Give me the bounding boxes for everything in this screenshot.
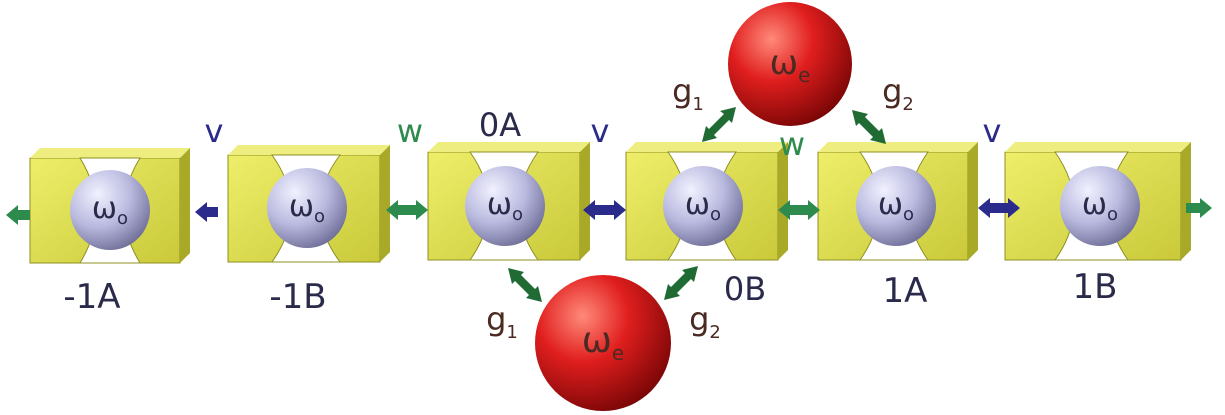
cavity-label: 1A: [883, 271, 928, 311]
mode-label: ωo: [289, 189, 325, 227]
coupling-label-v: v: [205, 112, 224, 150]
mode-label: ωo: [1082, 187, 1118, 225]
emitter-top: ωe g1 g2: [672, 2, 914, 144]
cavity-unit: ωo -1A: [29, 148, 190, 317]
mode-sphere: [663, 166, 743, 246]
coupling-label-g1: g1: [672, 72, 704, 115]
coupling-label-g2: g2: [689, 300, 721, 343]
cavity-unit: ωo -1B: [227, 145, 390, 317]
coupling-arrow-g2: [664, 266, 698, 300]
coupling-label-g1: g1: [486, 300, 518, 343]
coupling-arrow-g1: [702, 107, 736, 142]
mode-sphere: [856, 166, 936, 246]
cavity-unit: ωo 1B: [1004, 142, 1191, 307]
edge-arrow-left: [6, 205, 30, 225]
coupling-arrow-v: [978, 198, 1020, 218]
emitter-bottom: ωe g1 g2: [486, 266, 721, 411]
coupling-label-w: w: [779, 125, 805, 163]
cavity-label: -1A: [63, 277, 120, 317]
cavity-label: 0A: [479, 106, 521, 144]
mode-sphere: [465, 166, 545, 246]
cavity-label: -1B: [269, 277, 326, 317]
coupling-arrow-v: [583, 200, 626, 220]
mode-label: ωo: [685, 187, 721, 225]
coupling-arrow-w: [386, 200, 428, 220]
cavity-unit: ωo 1A: [817, 142, 978, 311]
coupling-arrow-w: [778, 200, 820, 220]
cavity-label: 1B: [1073, 267, 1118, 307]
coupling-label-v: v: [983, 112, 1002, 150]
mode-label: ωo: [92, 191, 128, 229]
emitter-label: ωe: [770, 43, 811, 87]
coupling-arrow-g2: [852, 110, 886, 144]
coupling-label-w: w: [397, 112, 423, 150]
mode-label: ωo: [878, 187, 914, 225]
coupling-arrow-g1: [508, 268, 542, 302]
emitter-sphere: [535, 275, 671, 411]
cavity-unit: ωo 0A: [427, 106, 590, 261]
coupling-label-v: v: [591, 112, 610, 150]
edge-arrow-right: [1186, 198, 1212, 218]
mode-sphere: [1060, 166, 1140, 246]
coupling-label-g2: g2: [882, 72, 914, 115]
mode-label: ωo: [487, 187, 523, 225]
cavity-unit: ωo 0B: [625, 142, 788, 308]
emitter-sphere: [728, 2, 852, 126]
cavity-label: 0B: [724, 270, 766, 308]
coupling-arrow-v: [195, 202, 218, 222]
mode-sphere: [267, 168, 347, 248]
emitter-label: ωe: [582, 320, 624, 365]
mode-sphere: [70, 170, 150, 250]
